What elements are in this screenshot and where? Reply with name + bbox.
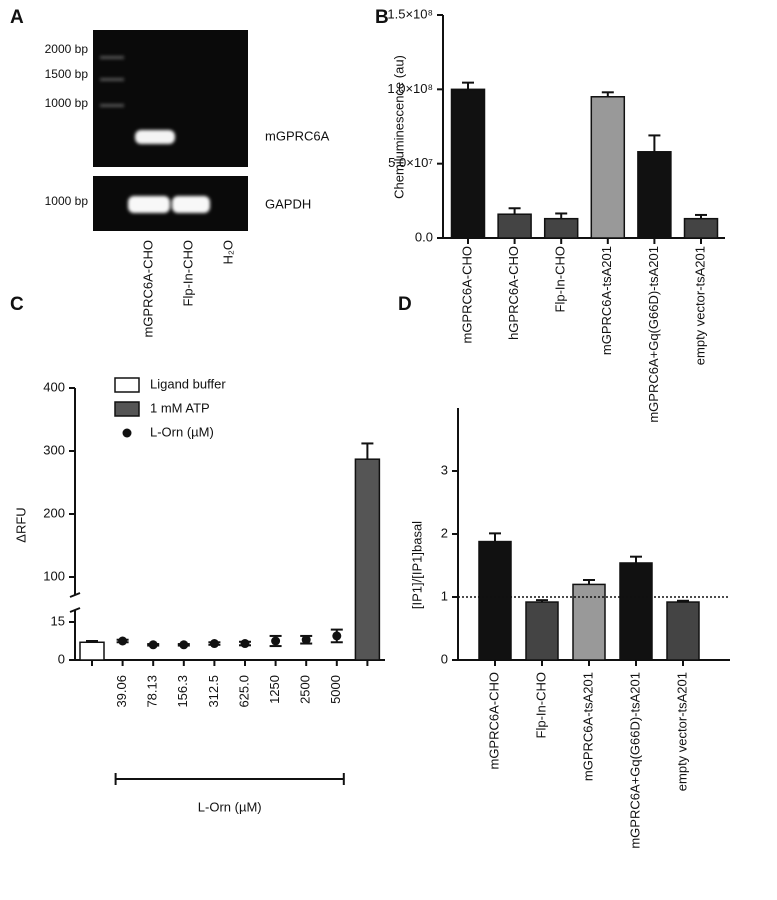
x-tick-label: 39.06 <box>114 675 129 708</box>
gel-top <box>93 30 248 167</box>
y-tick-label: 300 <box>43 442 65 457</box>
gel-band <box>172 196 210 213</box>
y-tick-label: 15 <box>51 613 65 628</box>
lane-label: mGPRC6A-CHO <box>140 240 155 338</box>
y-tick-label: 1.5×10⁸ <box>387 6 433 21</box>
panel-label: A <box>10 7 24 28</box>
bar <box>572 583 606 661</box>
x-tick-label: hGPRC6A-CHO <box>506 246 521 340</box>
bar <box>683 217 719 239</box>
band-label: GAPDH <box>265 196 311 211</box>
panel-label: B <box>375 7 389 28</box>
x-tick-label: 156.3 <box>175 675 190 708</box>
point <box>271 636 281 646</box>
point <box>301 635 311 645</box>
point <box>148 640 158 650</box>
legend-label: L-Orn (µM) <box>150 424 214 439</box>
bar <box>543 217 579 239</box>
x-tick-label: 78.13 <box>145 675 160 708</box>
y-tick-label: 1 <box>441 588 448 603</box>
panel-label: D <box>398 294 412 315</box>
gel-band <box>135 130 175 144</box>
gel-bands <box>100 56 210 213</box>
axis-break <box>69 592 81 598</box>
x-tick-label: mGPRC6A-CHO <box>459 246 474 344</box>
point <box>332 631 342 641</box>
x-tick-label: 2500 <box>298 675 313 704</box>
y-tick-label: 400 <box>43 379 65 394</box>
axis-break <box>69 607 81 613</box>
bar <box>478 540 512 661</box>
bar <box>354 458 381 661</box>
point <box>179 640 189 650</box>
y-tick-label: 0 <box>58 651 65 666</box>
ladder-label: 1000 bp <box>45 194 89 208</box>
y-tick-label: 0.0 <box>415 229 433 244</box>
bar <box>450 88 486 239</box>
x-tick-label: Flp-In-CHO <box>533 672 548 738</box>
x-tick-label: 5000 <box>328 675 343 704</box>
bar <box>590 96 626 239</box>
bar <box>79 641 105 661</box>
x-tick-label: empty vector-tsA201 <box>674 672 689 791</box>
y-tick-label: 2 <box>441 525 448 540</box>
bar <box>637 151 672 239</box>
point <box>209 639 219 649</box>
bar <box>497 213 532 239</box>
x-tick-label: mGPRC6A-CHO <box>486 672 501 770</box>
legend-label: Ligand buffer <box>150 376 226 391</box>
gel-band <box>128 196 170 213</box>
x-tick-label: mGPRC6A+Gq(G66D)-tsA201 <box>627 672 642 849</box>
x-tick-label: Flp-In-CHO <box>553 246 568 312</box>
bar <box>619 562 653 661</box>
x-tick-label: mGPRC6A-tsA201 <box>580 672 595 781</box>
legend-swatch <box>122 428 132 438</box>
x-axis-label: L-Orn (µM) <box>198 799 262 814</box>
legend-label: 1 mM ATP <box>150 400 210 415</box>
ladder-band <box>100 56 124 59</box>
point <box>240 639 250 649</box>
x-tick-label: 312.5 <box>206 675 221 708</box>
x-tick-label: empty vector-tsA201 <box>692 246 707 365</box>
y-axis-label: ΔRFU <box>13 507 28 542</box>
bar <box>666 601 700 661</box>
y-tick-label: 3 <box>441 462 448 477</box>
y-axis-label: Chemiluminescence (au) <box>391 55 406 199</box>
x-tick-label: mGPRC6A+Gq(G66D)-tsA201 <box>646 246 661 423</box>
y-axis-label: [IP1]/[IP1]basal <box>409 521 424 609</box>
y-tick-label: 5.0×10⁷ <box>388 155 433 170</box>
lane-label: H₂O <box>220 240 235 265</box>
panel-label: C <box>10 294 24 315</box>
ladder-band <box>100 78 124 81</box>
ladder-label: 1500 bp <box>45 67 89 81</box>
lane-label: Flp-In-CHO <box>180 240 195 306</box>
y-tick-label: 1.0×10⁸ <box>387 81 433 96</box>
gel-bottom <box>93 176 248 231</box>
ladder-band <box>100 104 124 107</box>
bar <box>525 601 559 661</box>
band-label: mGPRC6A <box>265 128 330 143</box>
x-tick-label: 1250 <box>267 675 282 704</box>
y-tick-label: 100 <box>43 568 65 583</box>
x-tick-label: mGPRC6A-tsA201 <box>599 246 614 355</box>
y-tick-label: 200 <box>43 505 65 520</box>
point <box>118 636 128 646</box>
legend-swatch <box>114 377 140 393</box>
legend-swatch <box>114 401 140 417</box>
y-tick-label: 0 <box>441 651 448 666</box>
ladder-label: 1000 bp <box>45 96 89 110</box>
ladder-label: 2000 bp <box>45 42 89 56</box>
x-tick-label: 625.0 <box>236 675 251 708</box>
